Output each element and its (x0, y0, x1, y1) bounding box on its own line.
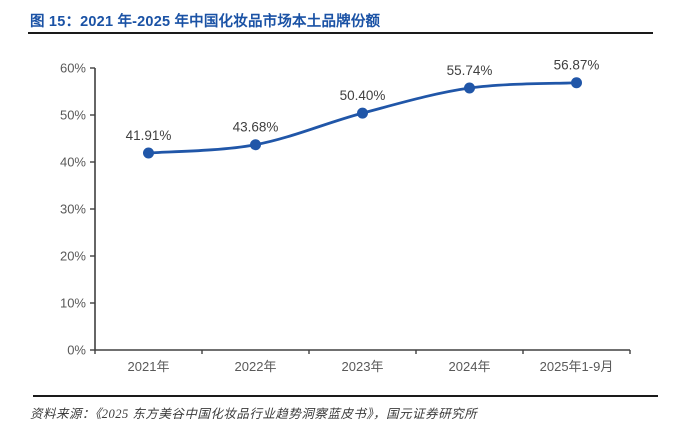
x-axis-label: 2025年1-9月 (540, 359, 614, 374)
source-rule (33, 395, 658, 397)
data-point-label: 43.68% (233, 120, 279, 135)
data-point-label: 41.91% (126, 128, 172, 143)
data-point-marker (571, 77, 582, 89)
y-axis-label: 20% (60, 249, 86, 264)
y-axis-label: 0% (67, 343, 86, 358)
x-axis-label: 2023年 (342, 359, 384, 374)
y-axis-label: 10% (60, 296, 86, 311)
data-point-marker (250, 139, 261, 151)
y-axis-label: 60% (60, 61, 86, 76)
figure-source: 资料来源：《2025 东方美谷中国化妆品行业趋势洞察蓝皮书》，国元证券研究所 (30, 407, 478, 421)
title-rule (28, 32, 653, 34)
data-point-marker (464, 82, 475, 94)
y-axis-label: 30% (60, 202, 86, 217)
y-axis-label: 50% (60, 108, 86, 123)
figure-title: 图 15：2021 年-2025 年中国化妆品市场本土品牌份额 (30, 14, 381, 30)
data-point-label: 50.40% (340, 88, 386, 103)
x-axis-label: 2022年 (235, 359, 277, 374)
x-axis-label: 2021年 (128, 359, 170, 374)
x-axis-label: 2024年 (449, 359, 491, 374)
data-point-marker (357, 107, 368, 119)
data-point-label: 56.87% (554, 58, 600, 73)
y-axis-label: 40% (60, 155, 86, 170)
data-point-label: 55.74% (447, 63, 493, 78)
data-point-marker (143, 147, 154, 159)
